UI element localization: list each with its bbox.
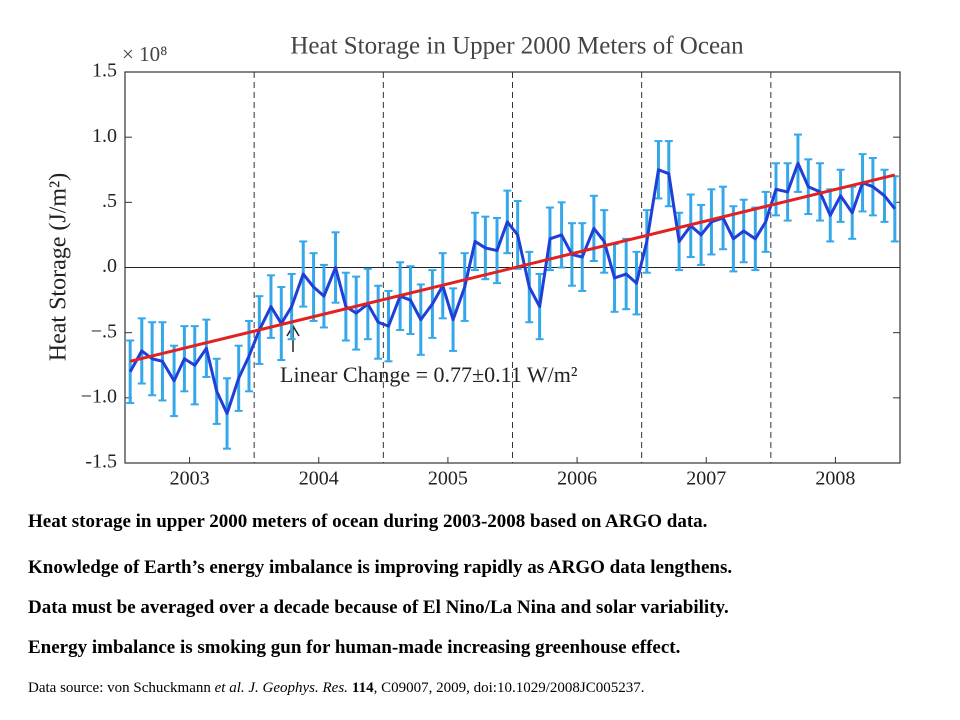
x-tick-label: 2006	[557, 468, 597, 490]
caption-line: Heat storage in upper 2000 meters of oce…	[28, 511, 708, 532]
source-journal: et al. J. Geophys. Res.	[214, 680, 348, 696]
caption-line: Knowledge of Earth’s energy imbalance is…	[28, 557, 733, 578]
x-tick-label: 2003	[170, 468, 210, 490]
source: Data source: von Schuckmann et al. J. Ge…	[28, 680, 644, 697]
source-volume: 114	[351, 680, 374, 696]
chart: Heat Storage in Upper 2000 Meters of Oce…	[46, 33, 901, 490]
x-tick-label: 2004	[299, 468, 339, 490]
y-tick-label: −.5	[91, 320, 117, 342]
chart-title: Heat Storage in Upper 2000 Meters of Oce…	[290, 33, 744, 60]
y-tick-label: .0	[102, 255, 117, 277]
y-tick-label: .5	[102, 190, 117, 212]
source-text: , C09007, 2009, doi:10.1029/2008JC005237…	[373, 680, 645, 696]
annotation: Linear Change = 0.77±0.11 W/m²	[280, 362, 578, 387]
y-scale-label: × 10⁸	[122, 42, 167, 66]
caption-line: Energy imbalance is smoking gun for huma…	[28, 637, 681, 658]
source-text: Data source: von Schuckmann	[28, 680, 211, 696]
x-tick-label: 2007	[686, 468, 726, 490]
y-tick-label: 1.0	[92, 125, 117, 147]
y-tick-label: −1.0	[81, 385, 117, 407]
y-tick-label: -1.5	[85, 451, 117, 473]
y-axis-label: Heat Storage (J/m²)	[46, 173, 72, 361]
caption-line: Data must be averaged over a decade beca…	[28, 597, 729, 618]
trend-line	[129, 173, 896, 363]
data-line	[128, 161, 897, 415]
x-tick-label: 2005	[428, 468, 468, 490]
y-tick-label: 1.5	[92, 60, 117, 82]
x-tick-label: 2008	[815, 468, 855, 490]
